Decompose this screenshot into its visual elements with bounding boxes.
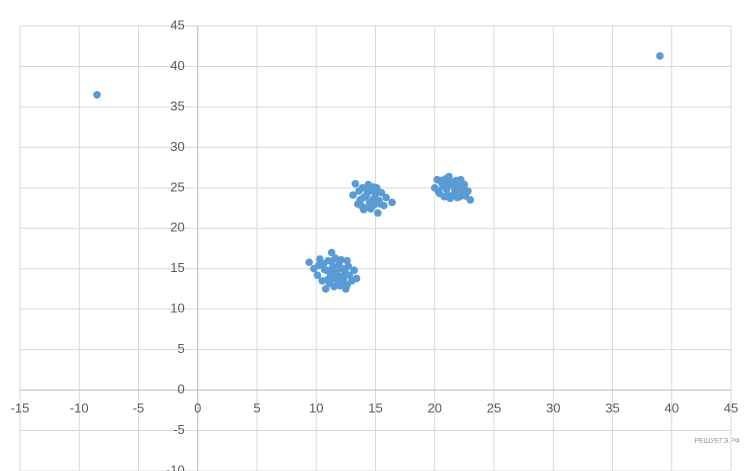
point — [371, 194, 380, 203]
y-tick-label: 40 — [170, 58, 184, 73]
point — [656, 52, 664, 60]
x-tick-label: 15 — [368, 401, 382, 416]
point — [377, 188, 386, 197]
point — [318, 277, 326, 285]
x-tick-label: 35 — [605, 401, 619, 416]
point — [455, 192, 464, 201]
point — [324, 275, 332, 284]
x-tick-label: 20 — [428, 401, 442, 416]
point — [453, 179, 462, 187]
point — [443, 191, 452, 199]
point — [327, 257, 336, 266]
x-tick-label: -10 — [70, 401, 89, 416]
point — [352, 274, 361, 283]
x-tick-label: -15 — [11, 401, 30, 416]
point — [376, 200, 385, 208]
point — [349, 191, 357, 199]
point — [459, 184, 467, 193]
point — [434, 187, 443, 195]
point — [337, 256, 345, 264]
y-tick-label: -5 — [173, 422, 185, 437]
point — [320, 265, 329, 274]
y-tick-label: 0 — [178, 382, 185, 397]
point — [327, 248, 336, 257]
point — [358, 184, 367, 192]
point — [365, 185, 374, 194]
y-tick-label: 15 — [170, 260, 184, 275]
point — [388, 198, 396, 207]
x-tick-label: 45 — [724, 401, 738, 416]
y-tick-label: -10 — [166, 462, 185, 471]
point — [356, 196, 364, 204]
point — [343, 281, 351, 289]
x-tick-label: -5 — [133, 401, 145, 416]
x-tick-label: 10 — [309, 401, 323, 416]
point — [334, 280, 343, 288]
point — [313, 271, 322, 280]
y-tick-label: 35 — [170, 98, 184, 113]
point — [93, 90, 101, 99]
point — [305, 258, 313, 267]
point — [374, 209, 382, 217]
point — [314, 261, 323, 270]
y-tick-label: 45 — [170, 17, 184, 32]
x-tick-label: 40 — [665, 401, 679, 416]
point — [321, 285, 330, 293]
point — [331, 268, 340, 276]
y-tick-label: 30 — [170, 139, 184, 154]
x-tick-label: 0 — [194, 401, 201, 416]
point — [442, 181, 451, 190]
point — [362, 192, 370, 200]
x-tick-label: 5 — [253, 401, 260, 416]
point — [436, 176, 445, 185]
point — [350, 266, 358, 275]
point — [343, 256, 351, 265]
point — [451, 187, 459, 195]
point — [351, 179, 360, 188]
point — [340, 270, 349, 279]
y-tick-label: 10 — [170, 301, 184, 316]
y-tick-label: 20 — [170, 220, 184, 235]
point — [344, 262, 353, 271]
x-tick-label: 30 — [546, 401, 560, 416]
x-tick-label: 25 — [487, 401, 501, 416]
point — [359, 205, 368, 214]
y-tick-label: 5 — [178, 341, 185, 356]
point — [466, 196, 475, 204]
watermark: РЕШУЕГЭ.РФ — [694, 438, 740, 445]
y-tick-label: 25 — [170, 179, 184, 194]
point — [382, 193, 390, 202]
